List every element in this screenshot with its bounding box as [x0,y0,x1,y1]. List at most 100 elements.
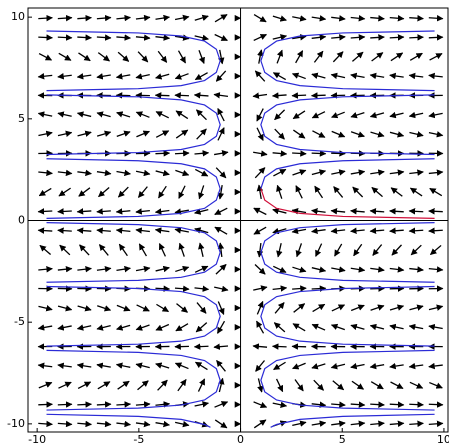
arrow [117,186,129,198]
arrow [370,420,385,427]
arrow [217,301,225,316]
arrow [429,244,442,256]
arrow [370,401,385,408]
arrow [198,50,205,64]
arrow [292,323,306,332]
arrow [38,187,52,197]
arrow [136,304,150,312]
arrow [294,379,304,392]
arrow [330,227,346,235]
arrow [312,303,326,313]
arrow [214,13,228,23]
arrow [351,380,364,390]
arrow [272,227,287,235]
arrow [58,52,72,61]
arrow [428,208,443,215]
arrow [370,15,385,22]
arrow [428,72,443,80]
arrow [409,266,424,273]
arrow [116,324,131,331]
arrow [311,420,327,427]
arrow [38,52,53,61]
arrow [292,285,307,292]
arrow [311,285,327,292]
x-tick-label: -10 [28,433,46,446]
arrow [275,378,284,393]
arrow [174,14,190,22]
arrow [292,110,306,120]
arrow [408,111,424,119]
arrow [218,49,225,65]
arrow [292,362,306,370]
arrow [389,15,405,22]
arrow [194,14,209,21]
arrow [292,169,307,176]
arrow [428,14,444,22]
arrow [135,169,151,177]
arrow [272,401,288,408]
arrow [276,243,283,258]
arrow [155,420,170,428]
arrow [391,244,402,256]
arrow [39,244,52,256]
arrow [193,343,209,350]
arrow [38,265,53,273]
arrow [196,109,207,121]
arrow [96,169,112,177]
arrow [175,169,190,177]
arrow [389,131,405,138]
arrow [38,130,53,138]
arrow [194,168,209,177]
curve [46,349,221,411]
arrow [155,111,170,119]
arrow [350,323,365,331]
arrow [253,13,267,23]
arrow [370,131,385,138]
arrow [428,401,444,408]
arrow [38,420,53,428]
arrow [271,92,287,99]
arrow [214,285,229,293]
arrow [96,265,112,273]
arrow [157,50,168,63]
arrow [194,265,209,273]
x-tick-label: 10 [437,433,449,446]
arrow [272,265,287,273]
arrow [331,169,346,176]
arrow [216,359,226,372]
arrow [76,227,92,234]
arrow [77,381,92,390]
arrow [389,266,405,273]
arrow [254,167,266,179]
arrow [408,227,424,234]
arrow [429,187,443,197]
arrow [115,227,131,234]
arrow [351,51,364,62]
arrow [389,169,405,176]
arrow [428,111,443,119]
arrow [197,378,206,392]
arrow [330,208,346,215]
arrow [253,285,268,292]
arrow [178,242,185,257]
arrow [174,420,190,428]
arrow [174,227,189,234]
arrow [409,131,424,138]
arrow [409,15,424,22]
arrow [409,169,424,176]
arrow [276,184,283,199]
arrow [332,380,345,391]
curve [260,30,435,92]
arrow [76,73,92,80]
arrow [57,111,72,118]
arrow [276,49,284,64]
arrow [155,150,171,157]
arrow [174,362,189,370]
arrow [78,187,91,197]
curve [46,222,221,283]
arrow [174,92,189,99]
arrow [272,34,288,41]
arrow [256,320,265,334]
arrow [96,401,112,408]
